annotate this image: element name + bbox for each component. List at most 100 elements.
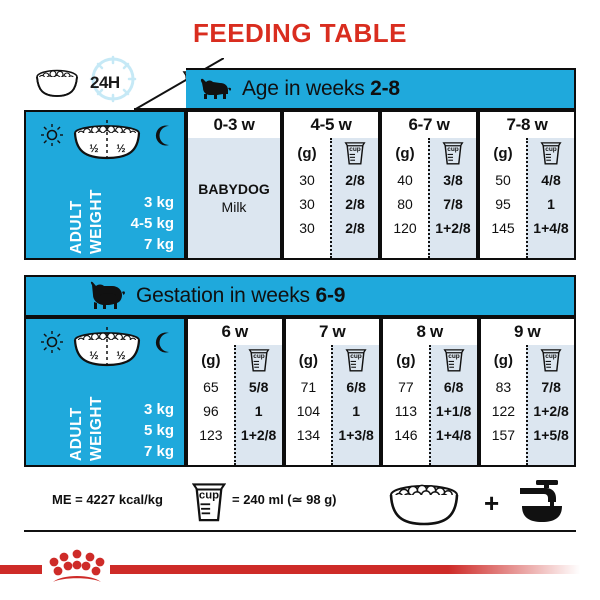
feeding-table-frame: Age in weeks 2-8 (24, 68, 576, 475)
data-cell: 30 (299, 196, 315, 212)
pregnant-dog-silhouette-icon (90, 281, 125, 309)
weight-values-gestation: 3 kg 5 kg 7 kg (144, 399, 174, 462)
data-cell: 30 (299, 220, 315, 236)
grams-subcolumn: (g) 50 95 145 (480, 138, 526, 258)
data-cell: 6/8 (346, 379, 366, 395)
footer-rule (24, 530, 576, 532)
section-header-age: Age in weeks 2-8 (186, 68, 576, 110)
kibble-bowl-icon (36, 69, 78, 97)
data-cell: 5/8 (248, 379, 269, 395)
measuring-cup-icon: cup (344, 142, 366, 165)
data-grid-gestation: 6 w (g) 65 96 123 cup (186, 317, 576, 467)
cups-subcolumn: cup 3/8 7/8 1+2/8 (428, 138, 476, 258)
column-header: 6-7 w (382, 112, 476, 140)
column-9w: 9 w (g) 83 122 157 cup (478, 317, 576, 467)
cups-subcolumn: cup 7/8 1+2/8 1+5/8 (526, 345, 574, 465)
data-cell: 40 (397, 172, 413, 188)
data-cell: 145 (491, 220, 515, 236)
data-cell: 80 (397, 196, 413, 212)
unit-header-cup: cup (540, 345, 562, 375)
data-cell: 1+4/8 (435, 427, 472, 443)
grams-subcolumn: (g) 77 113 146 (383, 345, 429, 465)
data-cell: 157 (491, 427, 516, 443)
column-7w: 7 w (g) 71 104 134 cup (283, 317, 381, 467)
footer-legend: ME = 4227 kcal/kg cup = 240 ml (≃ 98 g) (24, 478, 576, 533)
split-bowl-icon: ½ ½ (41, 120, 169, 160)
measuring-cup-icon: cup (191, 483, 227, 522)
measuring-cup-icon: cup (248, 349, 270, 372)
split-bowl-icon: ½ ½ (41, 327, 169, 367)
data-cell: 50 (495, 172, 511, 188)
data-cell: 122 (491, 403, 516, 419)
unit-header-grams: (g) (493, 144, 513, 162)
svg-text:cup: cup (350, 353, 362, 360)
daily-ration-indicator: 24H (30, 66, 120, 100)
svg-text:cup: cup (199, 490, 219, 502)
column-4-5w: 4-5 w (g) 30 30 30 cup (282, 110, 380, 260)
data-cell: 71 (300, 379, 317, 395)
data-cell: 146 (394, 427, 418, 443)
data-cell: 96 (203, 403, 219, 419)
unit-header-cup: cup (344, 138, 366, 168)
royal-canin-crown-logo (49, 549, 105, 582)
weight-value: 7 kg (143, 236, 174, 253)
data-cell: 1+2/8 (533, 403, 569, 419)
footer-water (510, 478, 574, 533)
data-cell: 113 (394, 403, 418, 419)
data-cell: 1 (547, 196, 555, 212)
weight-value: 3 kg (143, 401, 174, 418)
measuring-cup-icon: cup (345, 349, 367, 372)
weight-value: 5 kg (143, 422, 174, 439)
data-cell: 1+5/8 (533, 427, 569, 443)
unit-header-cup: cup (443, 345, 465, 375)
data-cell: 2/8 (345, 220, 365, 236)
measuring-cup-icon: cup (540, 142, 562, 165)
svg-text:cup: cup (253, 353, 265, 360)
grams-subcolumn: (g) 83 122 157 (480, 345, 527, 465)
footer-bowl (376, 480, 472, 533)
data-cell: 95 (495, 196, 511, 212)
column-header: 6 w (188, 319, 282, 347)
svg-text:cup: cup (349, 146, 361, 153)
data-cell: 1+4/8 (533, 220, 569, 236)
brand-bar (0, 548, 600, 592)
svg-text:cup: cup (448, 353, 460, 360)
data-cell: 1+1/8 (435, 403, 472, 419)
unit-header-grams: (g) (493, 351, 513, 369)
page-title: FEEDING TABLE (192, 18, 408, 48)
weight-value: 3 kg (143, 194, 174, 211)
data-cell: 3/8 (443, 172, 463, 188)
unit-header-cup: cup (442, 138, 464, 168)
unit-header-cup: cup (540, 138, 562, 168)
data-cell: 1+2/8 (435, 220, 471, 236)
unit-header-grams: (g) (201, 351, 221, 369)
weight-value: 4-5 kg (130, 215, 174, 232)
section-header-label: Gestation in weeks 6-9 (136, 284, 346, 307)
measuring-cup-icon: cup (540, 349, 562, 372)
adult-weight-label: ADULT WEIGHT (68, 189, 105, 254)
duration-label: 24H (90, 73, 120, 92)
metabolisable-energy-text: ME = 4227 kcal/kg (52, 492, 163, 507)
plus-sign: + (484, 488, 500, 518)
cups-subcolumn: cup 2/8 2/8 2/8 (330, 138, 378, 258)
data-cell: 1 (254, 403, 263, 419)
weight-values-age: 3 kg 4-5 kg 7 kg (131, 192, 174, 255)
svg-text:cup: cup (545, 353, 557, 360)
unit-header-grams: (g) (395, 144, 415, 162)
data-cell: 2/8 (345, 196, 365, 212)
footer-cup: cup (191, 480, 227, 529)
data-cell: 1+2/8 (240, 427, 277, 443)
grams-subcolumn: (g) 65 96 123 (188, 345, 234, 465)
grams-subcolumn: (g) 30 30 30 (284, 138, 330, 258)
grams-subcolumn: (g) 40 80 120 (382, 138, 428, 258)
cups-subcolumn: cup 4/8 1 1+4/8 (526, 138, 574, 258)
data-cell: 1+3/8 (338, 427, 374, 443)
column-header: 7 w (285, 319, 379, 347)
svg-text:½: ½ (116, 143, 125, 155)
clock-24h-icon (89, 55, 137, 103)
data-cell: 7/8 (443, 196, 463, 212)
unit-header-grams: (g) (297, 144, 317, 162)
svg-text:½: ½ (116, 350, 125, 362)
data-cell: 65 (203, 379, 219, 395)
